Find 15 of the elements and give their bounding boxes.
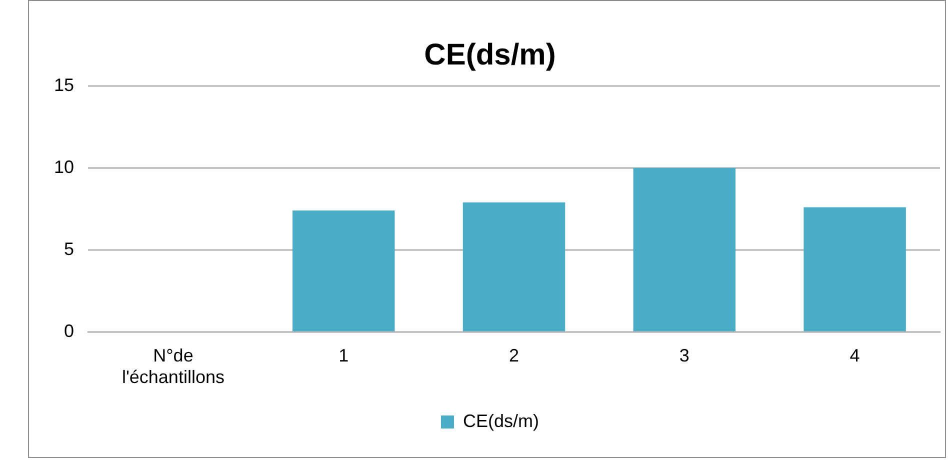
x-tick-label: 2 bbox=[509, 346, 520, 366]
x-tick-label: 4 bbox=[850, 346, 860, 366]
y-tick-label: 0 bbox=[64, 320, 74, 341]
bar bbox=[462, 202, 566, 332]
y-tick-label: 15 bbox=[54, 74, 74, 95]
x-tick-label: 1 bbox=[338, 346, 349, 366]
legend-label: CE(ds/m) bbox=[463, 410, 539, 431]
x-tick-label: 3 bbox=[679, 346, 690, 366]
y-tick-label: 5 bbox=[64, 238, 74, 259]
bar bbox=[292, 210, 395, 332]
chart-title: CE(ds/m) bbox=[424, 38, 556, 72]
y-tick-label: 10 bbox=[54, 156, 74, 177]
bar bbox=[804, 207, 906, 332]
x-tick-label: N°de l'échantillons bbox=[122, 346, 224, 388]
bar bbox=[633, 168, 736, 332]
